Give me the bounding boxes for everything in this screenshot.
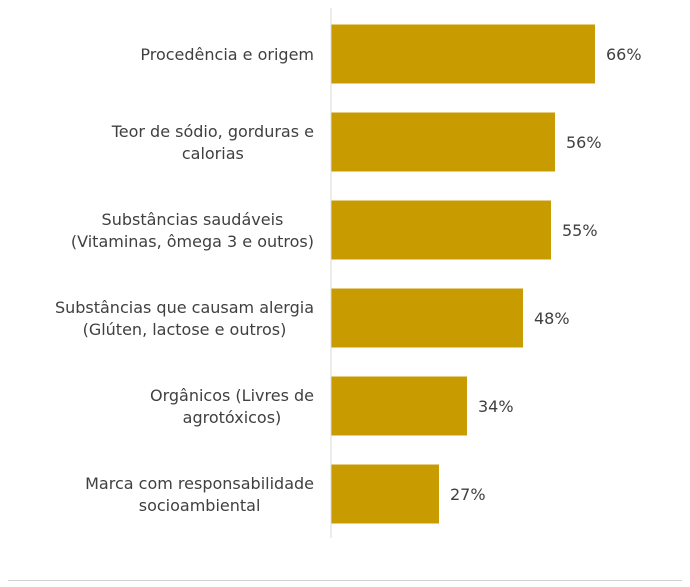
data-label-3: 55% (562, 221, 598, 240)
category-labels-group: Procedência e origem Teor de sódio, gordu… (55, 45, 314, 515)
bar-4 (331, 288, 523, 348)
category-label-4: Substâncias que causam alergia (Glúten, l… (55, 298, 314, 339)
bar-3 (331, 200, 551, 260)
bar-1 (331, 24, 595, 84)
bars-group (331, 24, 595, 524)
category-label-6: Marca com responsabilidade socioambiental (85, 474, 314, 515)
category-label-line: Teor de sódio, gorduras e (111, 122, 314, 141)
bottom-divider (8, 580, 682, 581)
category-label-line: agrotóxicos) (183, 408, 282, 427)
category-label-2: Teor de sódio, gorduras e calorias (111, 122, 314, 163)
category-label-line: (Vitaminas, ômega 3 e outros) (71, 232, 314, 251)
category-label-line: calorias (182, 144, 244, 163)
category-label-5: Orgânicos (Livres de agrotóxicos) (150, 386, 314, 427)
bar-2 (331, 112, 555, 172)
category-label-line: Substâncias saudáveis (102, 210, 284, 229)
data-label-1: 66% (606, 45, 642, 64)
category-label-line: (Glúten, lactose e outros) (83, 320, 287, 339)
category-label-1: Procedência e origem (140, 45, 314, 64)
category-label-line: Orgânicos (Livres de (150, 386, 314, 405)
data-label-4: 48% (534, 309, 570, 328)
bar-5 (331, 376, 467, 436)
category-label-line: socioambiental (139, 496, 261, 515)
data-label-2: 56% (566, 133, 602, 152)
category-label-line: Marca com responsabilidade (85, 474, 314, 493)
category-label-3: Substâncias saudáveis (Vitaminas, ômega 3… (71, 210, 314, 251)
data-labels-group: 66% 56% 55% 48% 34% 27% (450, 45, 642, 504)
data-label-5: 34% (478, 397, 514, 416)
data-label-6: 27% (450, 485, 486, 504)
bar-6 (331, 464, 439, 524)
category-label-line: Substâncias que causam alergia (55, 298, 314, 317)
category-label-line: Procedência e origem (140, 45, 314, 64)
